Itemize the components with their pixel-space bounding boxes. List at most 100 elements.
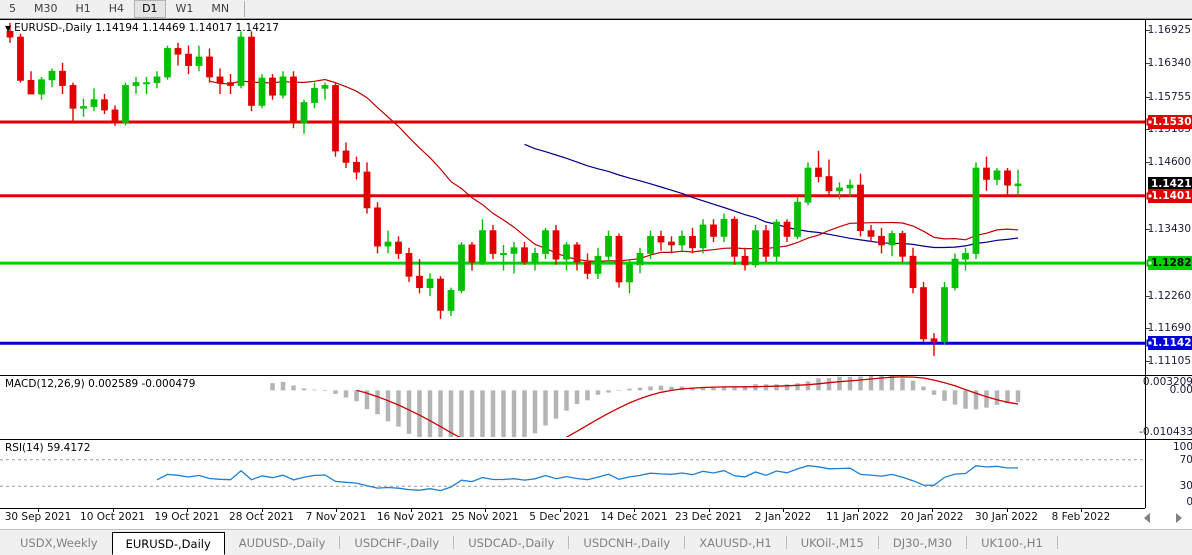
price-tag-black: 1.14217 <box>1148 177 1192 192</box>
scroll-left-icon[interactable] <box>1144 513 1150 523</box>
rsi-plot-area[interactable] <box>0 440 1145 508</box>
price-pane[interactable]: ▼ EURUSD-,Daily 1.14194 1.14469 1.14017 1… <box>0 19 1192 376</box>
candle-body <box>930 338 938 343</box>
candle-body <box>59 70 66 86</box>
macd-plot-area[interactable] <box>0 376 1145 439</box>
time-tick-mark <box>932 508 933 512</box>
rsi-pane-label: RSI(14) 59.4172 <box>5 442 91 454</box>
candle-body <box>468 244 476 263</box>
candle-body <box>899 233 906 257</box>
candle-body <box>605 235 612 257</box>
time-tick-mark <box>187 508 188 512</box>
time-tick-mark <box>38 508 39 512</box>
candle-body <box>773 221 780 257</box>
chart-tab[interactable]: XAUUSD-,H1 <box>699 535 772 550</box>
candle-body <box>689 235 696 249</box>
tab-separator <box>966 536 968 549</box>
price-axis-label: 1.13430 <box>1147 222 1191 235</box>
candle-body <box>710 224 717 237</box>
price-tag-red[interactable]: 1.15308 <box>1148 115 1192 130</box>
collapse-arrow-icon[interactable]: ▼ <box>5 23 12 33</box>
time-tick-mark <box>410 508 412 512</box>
price-tag-green[interactable]: 1.12829 <box>1148 256 1192 271</box>
chart-tab[interactable]: DJ30-,M30 <box>892 535 953 550</box>
axis-tick-mark <box>1146 162 1150 164</box>
timeframe-m5[interactable]: 5 <box>9 2 16 15</box>
time-axis[interactable]: 30 Sep 2021 10 Oct 2021 19 Oct 2021 28 Oct … <box>0 508 1192 528</box>
time-axis-label: 10 Oct 2021 <box>80 511 145 523</box>
chart-tab[interactable]: USDCHF-,Daily <box>354 535 440 550</box>
candle-body <box>752 230 759 266</box>
candle-body <box>458 244 465 291</box>
chart-scroll-arrows[interactable] <box>1140 511 1186 525</box>
chart-tab[interactable]: UKOil-,M15 <box>800 535 864 550</box>
candle-body <box>143 82 150 85</box>
level-handle[interactable] <box>1146 118 1154 126</box>
time-axis-label: 7 Nov 2021 <box>305 511 367 523</box>
candle-body <box>731 218 738 257</box>
price-tag-blue[interactable]: 1.11422 <box>1148 336 1192 351</box>
timeframe-h1[interactable]: H1 <box>75 2 91 15</box>
candle-body <box>227 82 234 86</box>
timeframe-mn[interactable]: MN <box>211 2 230 15</box>
candle-body <box>741 255 749 266</box>
timeframe-h4[interactable]: H4 <box>108 2 125 15</box>
macd-axis-label: -0.010433 <box>1139 426 1192 438</box>
time-axis-label: 19 Oct 2021 <box>154 511 220 523</box>
price-axis[interactable]: 1.16925 1.16340 1.15755 1.15185 1.14600 1.134… <box>1145 20 1192 375</box>
level-handle[interactable] <box>1146 192 1154 200</box>
chart-tab[interactable]: USDX,Weekly <box>20 535 98 550</box>
chart-tab[interactable]: USDCNH-,Daily <box>583 535 671 550</box>
candle-body <box>195 56 203 66</box>
rsi-line <box>156 465 1019 492</box>
candle-body <box>174 48 182 55</box>
candle-body <box>846 184 854 189</box>
price-axis-label: 1.14600 <box>1147 156 1191 169</box>
timeframe-w1[interactable]: W1 <box>175 2 194 15</box>
time-axis-label: 30 Sep 2021 <box>4 511 72 523</box>
candle-body <box>1014 183 1022 187</box>
time-axis-label: 28 Oct 2021 <box>229 511 294 523</box>
candle-body <box>699 224 707 249</box>
axis-tick-mark <box>1146 328 1150 330</box>
chart-tab[interactable]: UK100-,H1 <box>981 535 1043 550</box>
level-handle[interactable] <box>1146 339 1154 347</box>
candle-body <box>80 106 87 109</box>
candle-body <box>185 53 192 66</box>
price-pane-label: ▼ EURUSD-,Daily 1.14194 1.14469 1.14017 1… <box>5 22 279 34</box>
candle-body <box>983 167 990 180</box>
time-tick-mark <box>559 508 561 512</box>
candle-body <box>857 184 864 232</box>
timeframe-m30[interactable]: M30 <box>34 2 58 15</box>
level-handle[interactable] <box>1146 259 1154 267</box>
candle-body <box>111 109 119 123</box>
chart-tab[interactable]: USDCAD-,Daily <box>468 535 555 550</box>
chart-tab-active[interactable]: EURUSD-,Daily <box>111 532 225 555</box>
time-axis-label: 20 Jan 2022 <box>900 511 964 523</box>
chart-tab-bar[interactable]: USDX,Weekly EURUSD-,Daily AUDUSD-,Daily USD… <box>0 529 1192 555</box>
price-axis-label: 1.11105 <box>1147 355 1191 368</box>
candle-body <box>342 150 350 163</box>
candle-body <box>888 233 896 246</box>
time-tick-mark <box>112 508 114 512</box>
candle-body <box>237 36 245 86</box>
candle-body <box>216 76 224 84</box>
tab-separator <box>785 536 787 549</box>
macd-axis: 0.003209 0.00 -0.010433 <box>1139 376 1192 439</box>
candle-body <box>206 56 213 78</box>
scroll-right-icon[interactable] <box>1176 513 1182 523</box>
candle-body <box>941 287 948 343</box>
rsi-axis-label: 30 <box>1179 480 1192 493</box>
chart-tab[interactable]: AUDUSD-,Daily <box>238 535 326 550</box>
timeframe-d1[interactable]: D1 <box>134 0 166 18</box>
candle-body <box>17 36 24 81</box>
candle-body <box>363 171 371 209</box>
price-tag-red[interactable]: 1.14014 <box>1148 188 1192 203</box>
candle-body <box>762 230 770 257</box>
macd-pane[interactable]: MACD(12,26,9) 0.002589 -0.000479 0.00320… <box>0 375 1192 440</box>
candle-body <box>552 230 560 260</box>
rsi-axis-label: 0 <box>1186 496 1192 508</box>
price-plot-area[interactable] <box>0 20 1145 375</box>
candle-body <box>405 253 413 277</box>
